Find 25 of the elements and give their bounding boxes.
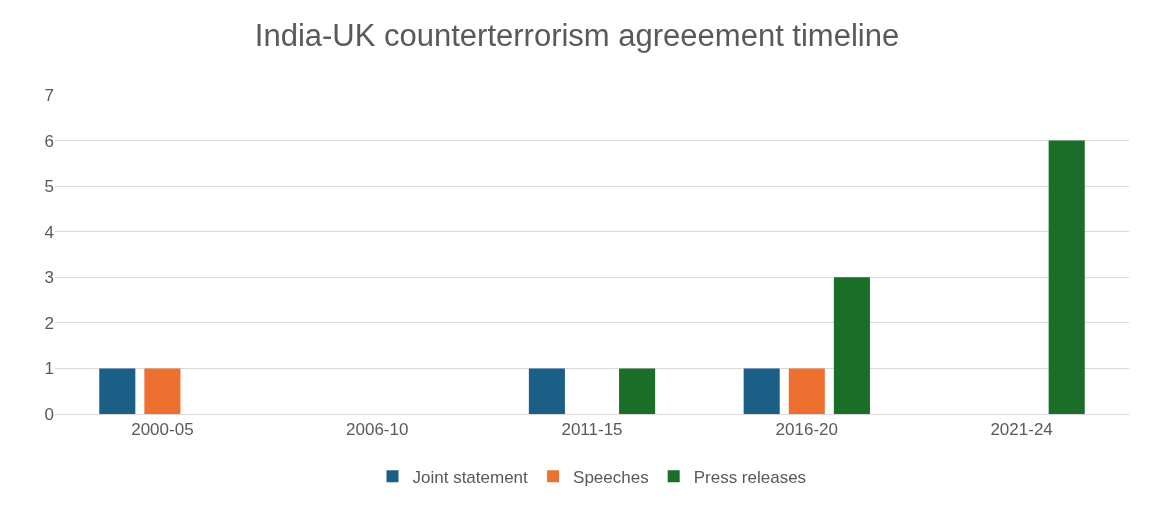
x-tick-label: 2006-10 [346, 420, 409, 440]
y-tick-label: 2 [44, 313, 54, 333]
bar [1048, 140, 1085, 414]
x-tick-label: 2021-24 [990, 420, 1053, 440]
bar [788, 368, 825, 414]
bar [144, 368, 181, 414]
bar [619, 368, 656, 414]
y-tick-label: 3 [44, 268, 54, 288]
y-tick-label: 6 [44, 131, 54, 151]
y-tick-label: 5 [44, 177, 54, 197]
y-tick-label: 1 [44, 359, 54, 379]
bar [528, 368, 565, 414]
y-tick-label: 4 [44, 222, 54, 242]
bar [833, 277, 870, 414]
bar [743, 368, 780, 414]
legend-label: Joint statement [412, 467, 529, 487]
x-tick-label: 2000-05 [131, 420, 194, 440]
x-tick-label: 2016-20 [775, 420, 838, 440]
legend-label: Speeches [573, 467, 649, 487]
bar [99, 368, 136, 414]
chart-title: India-UK counterterrorism agreeement timeline [254, 17, 900, 53]
y-tick-label: 7 [44, 85, 54, 105]
y-tick-label: 0 [44, 404, 54, 424]
x-tick-label: 2011-15 [561, 420, 623, 440]
legend-label: Press releases [693, 467, 807, 487]
